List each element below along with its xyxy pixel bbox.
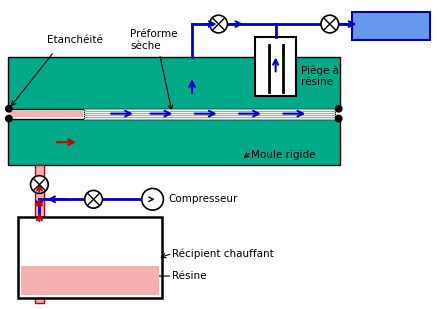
- Circle shape: [334, 105, 342, 113]
- Circle shape: [31, 176, 48, 193]
- Text: Résine: Résine: [172, 271, 206, 281]
- Circle shape: [141, 188, 163, 210]
- Bar: [352, 12, 429, 40]
- Circle shape: [334, 115, 342, 122]
- Bar: [21, 266, 159, 295]
- Circle shape: [5, 105, 13, 113]
- Circle shape: [85, 190, 102, 208]
- Bar: [8, 57, 339, 109]
- Text: Pompe à vide: Pompe à vide: [351, 21, 430, 31]
- Circle shape: [5, 115, 13, 122]
- Text: Préforme
sèche: Préforme sèche: [130, 29, 177, 51]
- Bar: [84, 109, 334, 119]
- Bar: [35, 165, 44, 303]
- Text: Moule rigide: Moule rigide: [251, 150, 315, 160]
- Bar: [254, 37, 296, 96]
- Text: Compresseur: Compresseur: [168, 194, 237, 204]
- Bar: [10, 111, 82, 116]
- Circle shape: [320, 15, 338, 33]
- Bar: [8, 119, 339, 165]
- Text: Piège à
résine: Piège à résine: [300, 65, 339, 87]
- Text: Etanchéité: Etanchéité: [47, 35, 103, 45]
- Circle shape: [209, 15, 227, 33]
- Text: Récipient chauffant: Récipient chauffant: [172, 248, 273, 259]
- Bar: [18, 217, 162, 298]
